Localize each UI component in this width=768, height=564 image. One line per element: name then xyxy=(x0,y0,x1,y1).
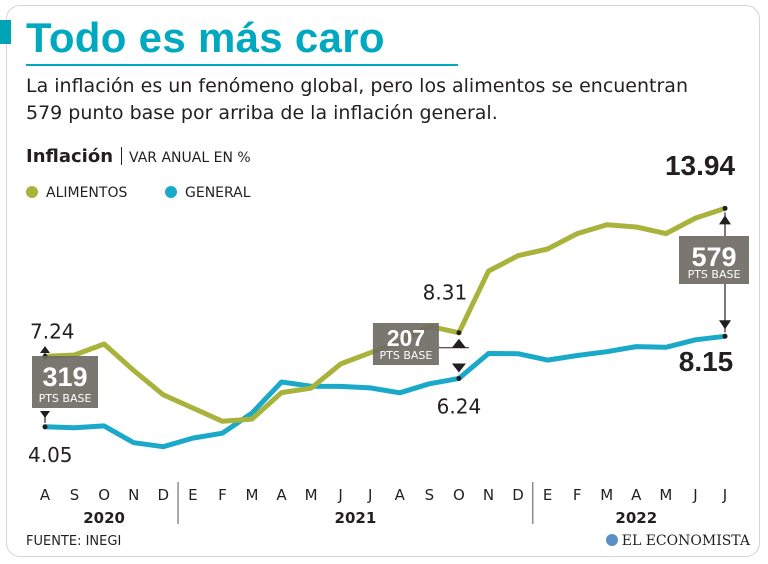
value-label-general: 6.24 xyxy=(437,394,482,418)
point-marker xyxy=(722,333,728,339)
gap-badge xyxy=(372,323,439,365)
gap-unit: PTS BASE xyxy=(688,268,741,281)
point-marker xyxy=(722,205,728,211)
title-accent-bar xyxy=(0,20,11,44)
globe-icon xyxy=(605,534,618,546)
source-note: FUENTE: INEGI xyxy=(26,534,122,549)
x-tick-label: M xyxy=(305,486,318,504)
gap-unit: PTS BASE xyxy=(379,349,432,362)
x-tick-label: O xyxy=(98,486,110,504)
value-label-alimentos: 7.24 xyxy=(30,319,75,343)
gap-badge xyxy=(679,236,749,284)
x-tick-label: J xyxy=(692,486,697,504)
value-label-alimentos: 13.94 xyxy=(665,150,735,181)
x-tick-label: J xyxy=(367,486,372,504)
legend-label-general: GENERAL xyxy=(185,185,251,201)
x-tick-label: F xyxy=(573,486,582,504)
x-tick-label: A xyxy=(395,486,406,504)
value-label-general: 4.05 xyxy=(28,443,73,467)
x-tick-label: A xyxy=(631,486,642,504)
metric-heading: Inflación VAR ANUAL EN % xyxy=(26,146,251,169)
gap-unit: PTS BASE xyxy=(39,392,92,405)
metric-unit: VAR ANUAL EN % xyxy=(129,150,251,166)
x-tick-label: E xyxy=(543,486,552,504)
x-tick-label: M xyxy=(245,486,258,504)
arrow-down-icon xyxy=(40,411,50,418)
point-marker xyxy=(456,330,462,336)
x-tick-label: J xyxy=(337,486,342,504)
x-tick-label: N xyxy=(128,486,139,504)
brand-name: EL ECONOMISTA xyxy=(621,533,750,549)
metric-name: Inflación xyxy=(26,146,114,167)
legend-item-general: GENERAL xyxy=(165,184,251,202)
x-tick-label: O xyxy=(453,486,465,504)
arrow-down-icon xyxy=(451,363,466,373)
x-tick-label: A xyxy=(40,486,51,504)
legend-label-alimentos: ALIMENTOS xyxy=(46,185,128,201)
arrow-down-icon xyxy=(719,320,731,330)
value-label-alimentos: 8.31 xyxy=(423,281,468,305)
point-marker xyxy=(456,375,462,381)
gap-badge xyxy=(32,356,98,408)
frame-border xyxy=(6,5,760,557)
point-marker xyxy=(42,424,48,430)
legend-dot-general xyxy=(165,186,177,198)
x-tick-label: A xyxy=(276,486,287,504)
x-tick-label: F xyxy=(218,486,227,504)
metric-divider xyxy=(121,147,123,165)
year-label: 2020 xyxy=(83,509,125,527)
title-underline xyxy=(26,64,458,66)
page-title: Todo es más caro xyxy=(26,14,385,61)
x-tick-label: S xyxy=(70,486,80,504)
gap-value: 319 xyxy=(42,362,87,392)
arrow-up-icon xyxy=(451,338,466,348)
x-tick-label: J xyxy=(722,486,727,504)
gap-value: 207 xyxy=(387,325,425,351)
x-tick-label: E xyxy=(188,486,197,504)
year-label: 2021 xyxy=(335,509,377,527)
series-line-general xyxy=(42,333,728,450)
brand-logo: EL ECONOMISTA xyxy=(605,532,750,550)
x-tick-label: M xyxy=(600,486,613,504)
x-tick-label: S xyxy=(425,486,435,504)
arrow-up-icon xyxy=(719,215,731,225)
x-tick-label: D xyxy=(157,486,169,504)
arrow-up-icon xyxy=(40,346,50,353)
x-tick-label: N xyxy=(483,486,494,504)
x-tick-label: M xyxy=(659,486,672,504)
gap-value: 579 xyxy=(691,242,736,272)
value-label-general: 8.15 xyxy=(679,346,734,377)
x-tick-label: D xyxy=(512,486,524,504)
legend-dot-alimentos xyxy=(26,186,38,198)
subtitle: La inflación es un fenómeno global, pero… xyxy=(26,75,688,124)
year-label: 2022 xyxy=(615,509,657,527)
legend-item-alimentos: ALIMENTOS xyxy=(26,184,127,202)
